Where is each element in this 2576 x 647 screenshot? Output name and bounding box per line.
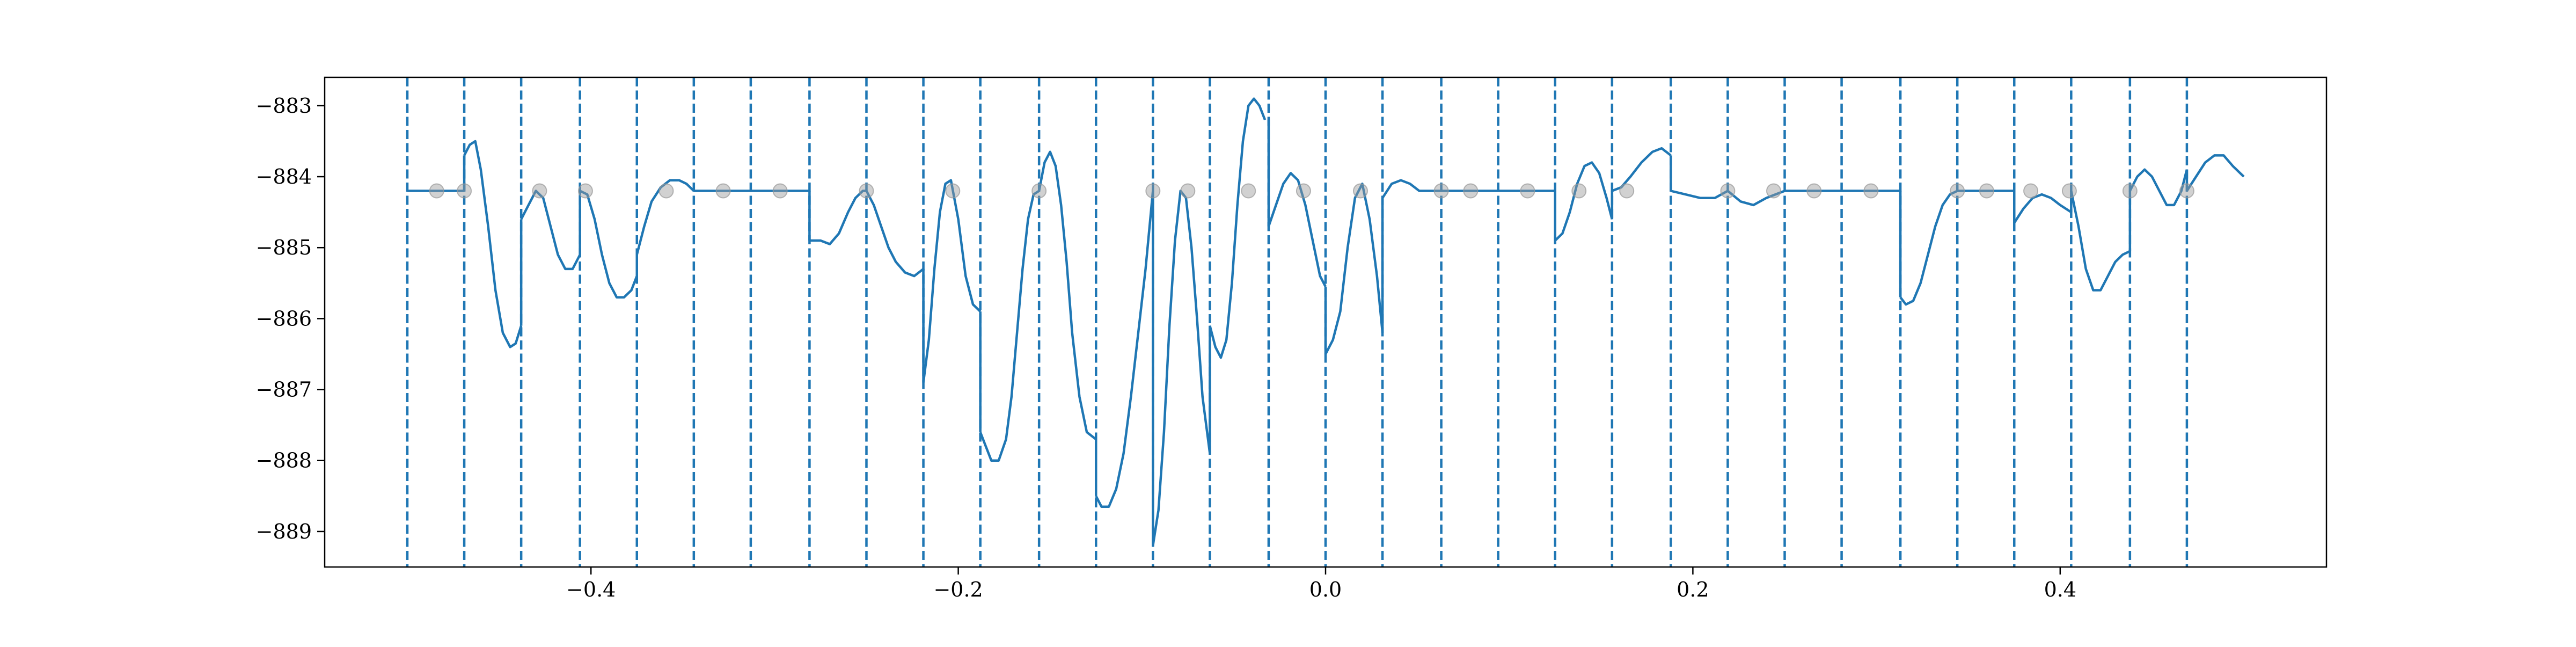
line-segment (2186, 154, 2245, 192)
scatter-point (945, 183, 961, 199)
x-tick-label: −0.2 (933, 578, 983, 601)
line-segment (1611, 147, 1672, 192)
y-tick-label: −885 (256, 236, 312, 259)
line-segment (865, 190, 924, 278)
line-segment (1726, 190, 1785, 207)
scatter-point (1571, 183, 1587, 199)
line-segment (1381, 179, 1441, 199)
scatter-point (1463, 183, 1479, 199)
scatter-point (532, 183, 547, 199)
y-tick-label: −889 (256, 520, 312, 543)
line-series (407, 97, 2245, 546)
line-segment (1152, 190, 1211, 546)
scatter-point (715, 183, 731, 199)
line-segment (1899, 190, 1958, 306)
scatter-point (2061, 183, 2077, 199)
vertical-divider-lines (406, 77, 2189, 567)
scatter-point (1353, 183, 1368, 199)
scatter-point (859, 183, 874, 199)
scatter-point (1520, 183, 1535, 199)
x-tick-label: 0.2 (1677, 578, 1709, 601)
y-tick-label: −886 (256, 307, 312, 330)
scatter-point (429, 183, 444, 199)
scatter-point (1296, 183, 1311, 199)
scatter-point (577, 183, 593, 199)
scatter-point (2023, 183, 2039, 199)
scatter-markers (429, 183, 2194, 199)
line-segment (1554, 161, 1613, 242)
x-tick-label: 0.4 (2044, 578, 2076, 601)
line-segment (979, 190, 1040, 462)
x-tick-label: 0.0 (1309, 578, 1342, 601)
scatter-point (1720, 183, 1736, 199)
line-segment (1267, 172, 1327, 287)
line-segment (922, 179, 982, 383)
scatter-point (1433, 183, 1449, 199)
scatter-point (1950, 183, 1965, 199)
line-segment (2128, 168, 2189, 207)
scatter-point (1766, 183, 1781, 199)
y-axis: −883 −884 −885 −886 −887 −888 −889 (256, 94, 325, 543)
scatter-point (1863, 183, 1879, 199)
line-segment (2013, 193, 2072, 224)
scatter-point (457, 183, 472, 199)
y-tick-label: −884 (256, 165, 312, 188)
scatter-point (1619, 183, 1635, 199)
line-segment (1037, 150, 1097, 440)
line-segment (1670, 190, 1729, 199)
scatter-point (1031, 183, 1047, 199)
line-segment (1324, 183, 1384, 355)
line-segment (463, 140, 523, 348)
line-segment (520, 190, 581, 271)
scatter-point (1979, 183, 1994, 199)
x-tick-label: −0.4 (566, 578, 616, 601)
scatter-point (2122, 183, 2138, 199)
x-axis: −0.4 −0.2 0.0 0.2 0.4 (566, 567, 2076, 601)
line-segment (1209, 97, 1267, 359)
y-tick-label: −883 (256, 94, 312, 118)
scatter-point (1145, 183, 1161, 199)
y-tick-label: −887 (256, 378, 312, 402)
scatter-point (2179, 183, 2194, 199)
scatter-point (658, 183, 674, 199)
line-segment (1095, 191, 1154, 508)
y-tick-label: −888 (256, 449, 312, 472)
scatter-point (1180, 183, 1196, 199)
line-segment (579, 190, 638, 299)
scatter-point (772, 183, 788, 199)
line-segment (2070, 191, 2131, 292)
scatter-point (1806, 183, 1822, 199)
line-segment (809, 190, 867, 245)
scatter-point (1241, 183, 1256, 199)
